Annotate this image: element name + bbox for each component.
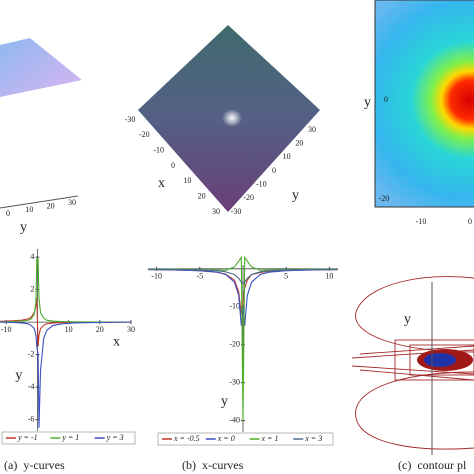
y-tick-label: -10	[229, 302, 240, 311]
axis-label: x	[113, 334, 120, 349]
series-line	[147, 269, 339, 326]
axis-label: y	[404, 312, 411, 327]
legend	[1, 431, 136, 445]
x-tick-label: 10	[325, 272, 333, 281]
tick-label: 0	[171, 161, 175, 170]
axis-label: y	[292, 188, 299, 203]
y-tick-label: 2	[30, 284, 34, 293]
x-tick-label: 20	[96, 325, 104, 334]
legend	[157, 432, 334, 446]
tick-label: -10	[256, 179, 267, 188]
tick-label: 10	[25, 205, 33, 214]
tick-label: 20	[295, 138, 303, 147]
axis-label: y	[364, 95, 371, 110]
tick-label: -20	[139, 130, 150, 139]
series-line	[0, 297, 132, 347]
legend-label: x = -0.5	[173, 434, 200, 443]
tick-label: -30	[125, 115, 136, 124]
legend-label: x = 1	[261, 434, 279, 443]
tick-label: -30	[231, 207, 242, 216]
axis-label: y	[20, 220, 27, 235]
x-tick-label: -10	[151, 272, 162, 281]
x-tick-label: 30	[127, 325, 135, 334]
tick-label: 0	[272, 166, 276, 175]
y-tick-label: -6	[28, 414, 35, 423]
legend-label: y = 1	[61, 433, 79, 442]
x-tick-label: -10	[1, 325, 12, 334]
tick-label: 0	[6, 209, 10, 218]
axis-label: y	[15, 368, 22, 383]
tick-label: -10	[416, 217, 427, 226]
heatmap	[374, 0, 474, 208]
y-tick-label: -2	[28, 349, 35, 358]
legend-label: x = 3	[304, 434, 322, 443]
caption: (b) x-curves	[182, 458, 244, 472]
tick-label: -10	[153, 145, 164, 154]
y-tick-label: -30	[229, 377, 240, 386]
singularity	[222, 109, 242, 127]
tick-label: 30	[212, 207, 220, 216]
series-line	[0, 258, 132, 323]
tick-label: 0	[468, 217, 472, 226]
contours	[351, 276, 474, 450]
tick-label: -20	[379, 194, 390, 203]
x-tick-label: -5	[196, 272, 203, 281]
y-tick-label: -20	[229, 340, 240, 349]
x-tick-label: 5	[284, 272, 288, 281]
series-line	[0, 321, 132, 428]
legend-label: y = 3	[106, 433, 124, 442]
tick-label: 20	[198, 191, 206, 200]
axis-label: x	[158, 176, 165, 191]
tick-label: 30	[68, 198, 76, 207]
y-tick-label: -4	[28, 382, 35, 391]
legend-label: x = 0	[217, 434, 235, 443]
axis-label: y	[221, 394, 228, 409]
series-line	[147, 268, 339, 285]
legend-label: y = -1	[17, 433, 38, 442]
tick-label: 10	[283, 152, 291, 161]
tick-label: 10	[183, 176, 191, 185]
axis-line	[0, 195, 79, 209]
y-tick-label: 4	[30, 252, 34, 261]
y-tick-label: -40	[229, 415, 240, 424]
caption: (a) y-curves	[4, 458, 65, 472]
tick-label: 0	[384, 95, 388, 104]
surface	[0, 38, 82, 97]
tick-label: 30	[308, 125, 316, 134]
tick-label: 20	[47, 201, 55, 210]
contour-core	[424, 353, 456, 367]
x-tick-label: 10	[65, 325, 73, 334]
caption: (c) contour pl	[398, 458, 467, 472]
series-line	[148, 255, 338, 421]
tick-label: -20	[243, 193, 254, 202]
